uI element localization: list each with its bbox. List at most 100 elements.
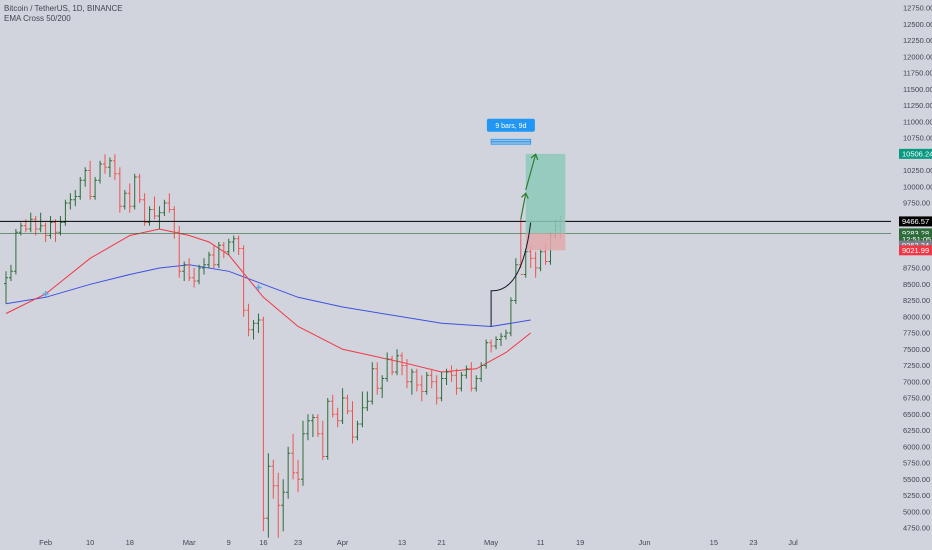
- ohlc-bar: [513, 258, 518, 304]
- price-tick-label: 5500.00: [903, 475, 930, 484]
- ohlc-bar: [211, 245, 216, 268]
- ohlc-bar: [197, 264, 202, 285]
- time-tick-label: 21: [437, 538, 445, 547]
- time-tick-label: 23: [749, 538, 757, 547]
- ohlc-bar: [266, 453, 271, 538]
- ohlc-bar: [192, 268, 197, 288]
- ohlc-bar: [98, 160, 103, 184]
- ohlc-bar: [43, 222, 48, 242]
- ohlc-bar: [424, 372, 429, 395]
- ohlc-bar: [236, 235, 241, 255]
- price-tick-label: 6250.00: [903, 426, 930, 435]
- ohlc-bar: [142, 193, 147, 226]
- ohlc-bar: [132, 173, 137, 210]
- ohlc-bar: [157, 206, 162, 229]
- ohlc-bar: [103, 154, 107, 174]
- ohlc-bar: [538, 248, 543, 272]
- price-tag-label: 9021.99: [902, 246, 929, 255]
- ema-cross-marker: [255, 284, 262, 291]
- ohlc-bar: [310, 414, 315, 437]
- ohlc-bar: [489, 339, 494, 353]
- ohlc-bar: [533, 251, 538, 278]
- measure-tool[interactable]: 9 bars, 9d: [486, 118, 535, 132]
- candles-layer: [4, 154, 563, 538]
- price-tick-label: 4750.00: [903, 524, 930, 533]
- time-tick-label: Feb: [39, 538, 52, 547]
- ohlc-bar: [107, 157, 112, 177]
- price-axis-tag: 12:51:05: [899, 234, 932, 245]
- ohlc-bar: [449, 365, 454, 382]
- ohlc-bar: [385, 352, 390, 382]
- price-axis-tag: 10506.24: [899, 148, 932, 159]
- price-tick-label: 8000.00: [903, 312, 930, 321]
- ohlc-bar: [38, 212, 43, 233]
- ohlc-bar: [414, 368, 419, 392]
- time-tick-label: Jun: [639, 538, 651, 547]
- ohlc-bar: [137, 173, 142, 203]
- ohlc-bar: [320, 420, 325, 460]
- ohlc-bar: [518, 219, 523, 275]
- price-tick-label: 12250.00: [903, 36, 932, 45]
- price-tick-label: 7000.00: [903, 377, 930, 386]
- ohlc-bar: [261, 316, 266, 532]
- ohlc-bar: [202, 258, 206, 275]
- measure-label: 9 bars, 9d: [495, 123, 526, 130]
- indicator-label[interactable]: EMA Cross 50/200: [4, 14, 71, 23]
- price-tag-label: 9283.28: [902, 229, 929, 238]
- ohlc-bar: [484, 339, 489, 369]
- price-axis-tag: 9466.57: [899, 216, 932, 227]
- ohlc-bar: [127, 183, 132, 213]
- price-tick-label: 7750.00: [903, 329, 930, 338]
- ohlc-bar: [112, 154, 117, 181]
- price-tick-label: 6500.00: [903, 410, 930, 419]
- ohlc-bar: [271, 459, 276, 499]
- ohlc-bar: [503, 329, 508, 340]
- ema-200-line: [5, 264, 531, 328]
- price-tick-label: 6750.00: [903, 394, 930, 403]
- long-position-stop-zone[interactable]: [525, 233, 566, 251]
- ohlc-bar: [83, 167, 88, 187]
- price-tag-label: 9466.57: [902, 217, 929, 226]
- price-tick-label: 8500.00: [903, 280, 930, 289]
- trend-arrow[interactable]: [525, 153, 539, 191]
- price-tick-label: 5250.00: [903, 491, 930, 500]
- ohlc-bar: [58, 216, 63, 236]
- ohlc-bar: [78, 177, 83, 200]
- ohlc-bar: [350, 401, 355, 444]
- ohlc-bar: [360, 391, 365, 428]
- time-tick-label: 10: [86, 538, 94, 547]
- ohlc-bar: [365, 391, 370, 411]
- time-tick-label: 23: [294, 538, 302, 547]
- ohlc-bar: [73, 190, 78, 207]
- ohlc-bar: [172, 206, 177, 239]
- ohlc-bar: [281, 479, 286, 532]
- symbol-title[interactable]: Bitcoin / TetherUS, 1D, BINANCE: [4, 4, 123, 13]
- drawings-layer[interactable]: [0, 138, 891, 327]
- ohlc-bar: [231, 235, 236, 252]
- ohlc-bar: [206, 251, 211, 268]
- ohlc-bar: [474, 375, 479, 392]
- price-tick-label: 5750.00: [903, 459, 930, 468]
- parabolic-curve[interactable]: [490, 222, 532, 327]
- ohlc-bar: [88, 160, 93, 200]
- price-tick-label: 11000.00: [903, 117, 932, 126]
- price-tick-label: 11750.00: [903, 69, 932, 78]
- time-tick-label: Jul: [788, 538, 798, 547]
- ohlc-bar: [390, 355, 395, 376]
- ohlc-bar: [325, 398, 330, 460]
- ohlc-bar: [335, 407, 340, 428]
- ohlc-bar: [479, 362, 484, 382]
- ohlc-bar: [345, 394, 350, 415]
- ohlc-bar: [256, 313, 261, 333]
- price-axis-tag: 9021.99: [899, 245, 932, 256]
- ohlc-bar: [434, 375, 439, 405]
- measure-label-pill: [486, 118, 535, 132]
- long-position-target-zone[interactable]: [525, 153, 566, 234]
- trend-arrow[interactable]: [520, 192, 529, 220]
- time-tick-label: 9: [227, 538, 231, 547]
- ema-50-line: [5, 228, 532, 373]
- ohlc-bar: [187, 258, 192, 281]
- time-tick-label: May: [484, 538, 498, 547]
- ohlc-bar: [177, 225, 182, 278]
